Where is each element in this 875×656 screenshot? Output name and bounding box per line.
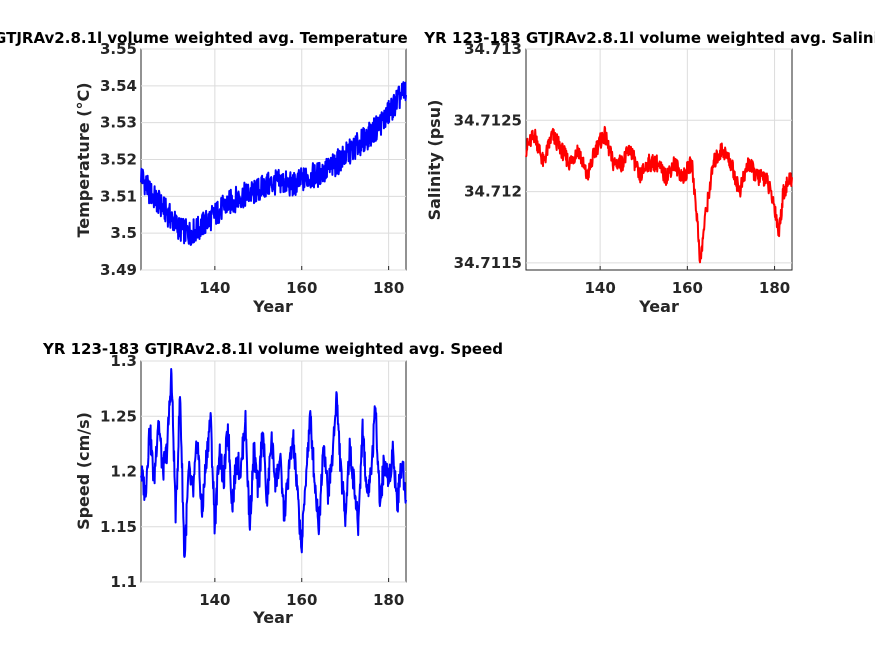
speed-x-tick-label: 180 (373, 591, 404, 609)
salinity-chart-title: YR 123-183 GTJRAv2.8.1l volume weighted … (423, 29, 875, 47)
speed-y-tick-label: 1.2 (110, 463, 137, 481)
temperature-y-axis-label: Temperature (°C) (74, 82, 93, 237)
speed-x-tick-label: 160 (286, 591, 317, 609)
temperature-y-tick-label: 3.53 (100, 114, 137, 132)
salinity-chart: 140 160 180 34.7115 34.712 34.7125 34.713 YR 1… (423, 29, 875, 316)
speed-y-tick-label: 1.25 (100, 407, 137, 425)
speed-y-tick-label: 1.15 (100, 518, 137, 536)
speed-y-axis-label: Speed (cm/s) (74, 412, 93, 530)
temperature-x-tick-label: 140 (199, 279, 230, 297)
temperature-y-tick-label: 3.54 (100, 77, 137, 95)
temperature-x-tick-label: 180 (373, 279, 404, 297)
salinity-y-tick-label: 34.713 (464, 40, 522, 58)
speed-y-tick-label: 1.3 (110, 352, 137, 370)
speed-series-line (140, 368, 407, 558)
speed-y-tick-label: 1.1 (110, 573, 137, 591)
temperature-y-tick-label: 3.55 (100, 40, 137, 58)
temperature-y-tick-label: 3.5 (110, 224, 137, 242)
salinity-x-tick-label: 140 (584, 279, 615, 297)
speed-chart: 140 160 180 1.1 1.15 1.2 1.25 1.3 YR 123-183 GT… (42, 340, 503, 627)
salinity-y-axis-label: Salinity (psu) (425, 100, 444, 221)
speed-x-axis-label: Year (252, 608, 293, 627)
temperature-y-tick-label: 3.51 (100, 187, 137, 205)
salinity-x-tick-label: 180 (759, 279, 790, 297)
temperature-x-tick-label: 160 (286, 279, 317, 297)
temperature-chart-title: YR 123-183 GTJRAv2.8.1l volume weighted … (0, 29, 408, 47)
speed-chart-title: YR 123-183 GTJRAv2.8.1l volume weighted … (42, 340, 503, 358)
temperature-chart: 140 160 180 3.49 3.5 3.51 3.52 3.53 3.54 3.55 YR … (0, 29, 408, 316)
temperature-y-tick-label: 3.49 (100, 261, 137, 279)
salinity-y-tick-label: 34.7115 (454, 254, 522, 272)
salinity-series-line (525, 125, 793, 264)
speed-x-tick-label: 140 (199, 591, 230, 609)
salinity-x-tick-label: 160 (672, 279, 703, 297)
salinity-x-axis-label: Year (638, 297, 679, 316)
temperature-x-axis-label: Year (252, 297, 293, 316)
salinity-y-tick-label: 34.7125 (454, 111, 522, 129)
temperature-y-tick-label: 3.52 (100, 151, 137, 169)
salinity-y-tick-label: 34.712 (464, 183, 522, 201)
temperature-series-line (140, 81, 407, 246)
